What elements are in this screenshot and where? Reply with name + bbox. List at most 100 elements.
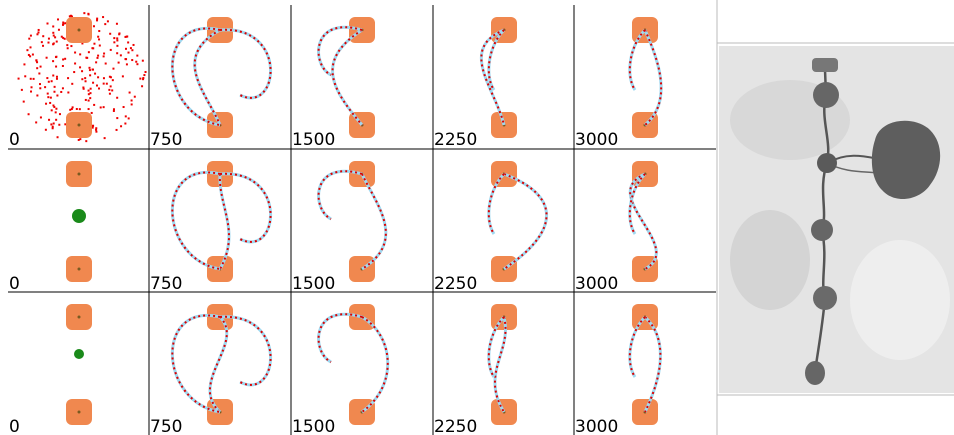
agent [127, 41, 129, 43]
agent [108, 89, 110, 91]
figure: 0750150022503000075015002250300007501500… [0, 0, 954, 435]
oat-flake [813, 82, 839, 108]
agent-cluster [74, 349, 84, 359]
trail-glow [362, 317, 388, 412]
agent [85, 140, 87, 142]
agent [85, 99, 87, 101]
food-center [78, 29, 81, 32]
agent [92, 82, 94, 84]
agent [91, 47, 93, 49]
oat-flake [811, 219, 833, 241]
agent [131, 49, 133, 51]
agent [135, 61, 137, 63]
agent [50, 123, 52, 125]
agent [110, 49, 112, 51]
oat-flake [812, 58, 838, 72]
agent [48, 81, 50, 83]
agent [131, 59, 133, 61]
agent [53, 91, 55, 93]
agent [130, 47, 132, 49]
agent [46, 23, 48, 25]
trail-glow [195, 30, 220, 125]
agent [23, 101, 25, 103]
trail [195, 30, 220, 125]
time-label: 0 [9, 274, 20, 294]
agent [30, 35, 32, 37]
agent [142, 78, 144, 80]
agent [103, 53, 105, 55]
agent-cluster [72, 209, 86, 223]
agent [91, 112, 93, 114]
oat-flake [805, 361, 825, 385]
agent [47, 93, 49, 95]
agent [64, 38, 66, 40]
agent [76, 108, 78, 110]
agent [113, 37, 115, 39]
agent [104, 23, 106, 25]
agent [128, 117, 130, 119]
agent [62, 87, 64, 89]
agent [96, 18, 98, 20]
agent [103, 106, 105, 108]
agent [36, 33, 38, 35]
trail-glow [333, 30, 362, 125]
agent [57, 136, 59, 138]
agent [67, 91, 69, 93]
trail [645, 30, 661, 125]
agent [116, 52, 118, 54]
agent [44, 86, 46, 88]
agent [81, 70, 83, 72]
agent [98, 87, 100, 89]
agent [51, 109, 53, 111]
agent [52, 25, 54, 27]
agent [83, 12, 85, 14]
agent [95, 131, 97, 133]
agent [92, 69, 94, 71]
agent [103, 83, 105, 85]
agent [142, 60, 144, 62]
food-center [78, 316, 81, 319]
time-label: 3000 [575, 274, 618, 294]
time-label: 1500 [292, 130, 335, 150]
agent [55, 119, 57, 121]
agent [38, 72, 40, 74]
agent [79, 53, 81, 55]
agent [112, 68, 114, 70]
agent [133, 44, 135, 46]
agent [125, 115, 127, 117]
agent [97, 76, 99, 78]
trail [504, 174, 547, 269]
agent [33, 78, 35, 80]
agent [42, 35, 44, 37]
agent [62, 22, 64, 24]
agent [45, 129, 47, 131]
agent [51, 80, 53, 82]
food-center [78, 268, 81, 271]
agent [64, 58, 66, 60]
agent [30, 91, 32, 93]
agent [35, 121, 37, 123]
agent [46, 57, 48, 59]
agent [97, 36, 99, 38]
agent [122, 75, 124, 77]
agent [116, 129, 118, 131]
agent [48, 38, 50, 40]
agent [74, 52, 76, 54]
agent [92, 127, 94, 129]
agent [56, 76, 58, 78]
agent [23, 63, 25, 65]
agent [37, 31, 39, 33]
agent [95, 61, 97, 63]
trail-glow [645, 317, 660, 412]
agent [52, 60, 54, 62]
agent [120, 125, 122, 127]
time-label: 1500 [292, 274, 335, 294]
agent [106, 83, 108, 85]
agent [62, 58, 64, 60]
agent [56, 95, 58, 97]
agent [100, 106, 102, 108]
agent [18, 78, 20, 80]
agent [81, 78, 83, 80]
page: 0750150022503000075015002250300007501500… [0, 0, 954, 435]
agent [118, 62, 120, 64]
